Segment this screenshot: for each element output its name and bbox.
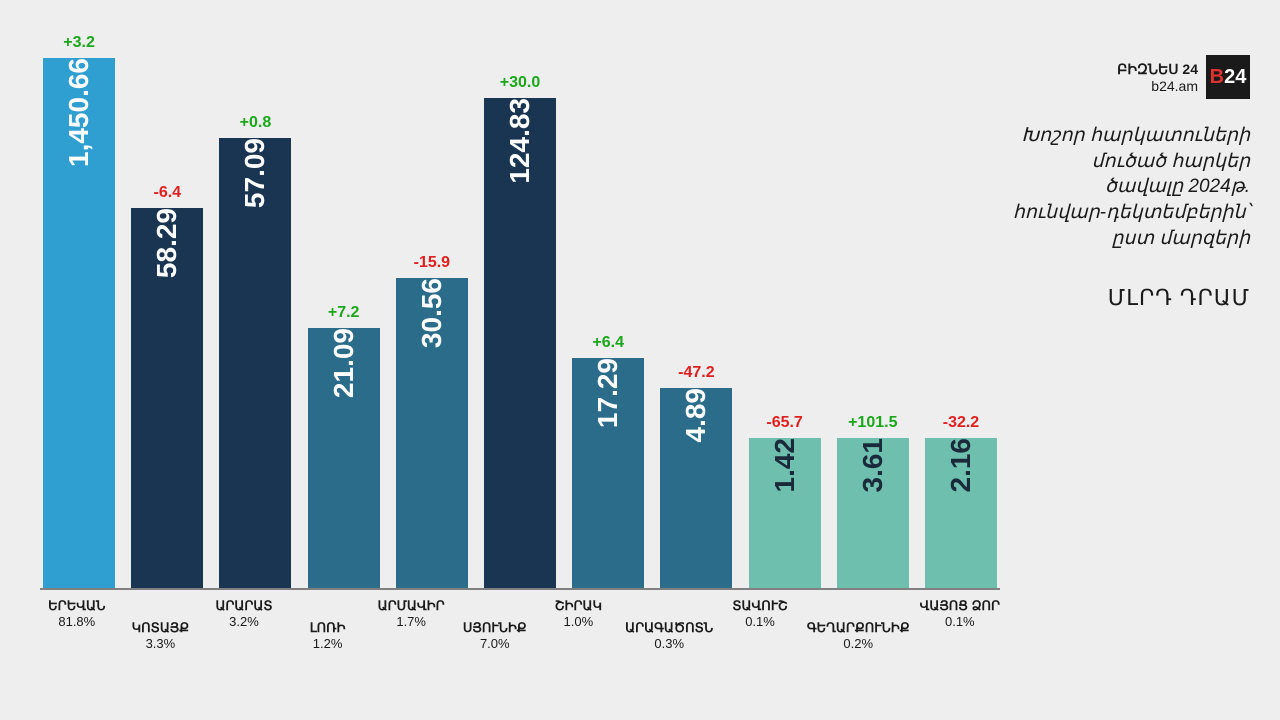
percent-label: 3.3% — [124, 636, 198, 651]
change-label: -32.2 — [943, 414, 979, 432]
bar-value: 3.61 — [857, 438, 889, 503]
brand-row: ԲԻԶՆԵՍ 24 b24.am B24 — [1010, 55, 1250, 99]
brand-text: ԲԻԶՆԵՍ 24 b24.am — [1117, 61, 1198, 94]
bar-column: +101.5 3.61 — [834, 414, 912, 588]
bar-column: +7.2 21.09 — [305, 304, 383, 588]
region-label: ԿՈՏԱՅՔ — [124, 620, 198, 636]
bar: 57.09 — [219, 138, 291, 588]
percent-label: 7.0% — [458, 636, 532, 651]
percent-label: 0.1% — [723, 614, 797, 629]
chart-title: Խոշոր հարկատուների մուծած հարկեր ծավալը … — [1010, 123, 1250, 251]
percent-label: 3.2% — [207, 614, 281, 629]
bar-value: 30.56 — [416, 278, 448, 358]
bar-column: +30.0 124.83 — [481, 74, 559, 588]
bar-column: -15.9 30.56 — [393, 254, 471, 588]
bar: 2.16 — [925, 438, 997, 588]
title-line-4: հունվար-դեկտեմբերին՝ — [1010, 200, 1250, 226]
bar-value: 2.16 — [945, 438, 977, 503]
chart-area: +3.2 1,450.66 -6.4 58.29 +0.8 57.09 +7.2 21.09 -… — [40, 30, 1000, 690]
label-column: ԱՐԱՐԱՏ3.2% — [207, 598, 281, 636]
region-label: ԱՐԱՐԱՏ — [207, 598, 281, 614]
change-label: +6.4 — [592, 334, 624, 352]
bar-value: 57.09 — [239, 138, 271, 218]
region-label: ՎԱՅՈՑ ՁՈՐ — [920, 598, 1001, 614]
label-column: ԿՈՏԱՅՔ3.3% — [124, 598, 198, 636]
region-label: ԵՐԵՎԱՆ — [40, 598, 114, 614]
region-label: ԼՈՌԻ — [291, 620, 365, 636]
change-label: +7.2 — [328, 304, 360, 322]
bar: 58.29 — [131, 208, 203, 588]
logo-letter-b: B — [1210, 66, 1224, 89]
change-label: +101.5 — [848, 414, 897, 432]
region-label: ՍՅՈՒՆԻՔ — [458, 620, 532, 636]
label-column: ՎԱՅՈՑ ՁՈՐ0.1% — [920, 598, 1001, 636]
label-column: ԳԵՂԱՐՔՈՒՆԻՔ0.2% — [807, 598, 910, 636]
label-column: ՇԻՐԱԿ1.0% — [542, 598, 616, 636]
bar: 3.61 — [837, 438, 909, 588]
title-line-2: մուծած հարկեր — [1010, 149, 1250, 175]
label-column: ԱՐՄԱՎԻՐ1.7% — [374, 598, 448, 636]
change-label: +30.0 — [500, 74, 540, 92]
bar-column: +3.2 1,450.66 — [40, 34, 118, 588]
title-line-1: Խոշոր հարկատուների — [1010, 123, 1250, 149]
label-column: ԱՐԱԳԱԾՈՏՆ0.3% — [625, 598, 713, 636]
bar: 1,450.66 — [43, 58, 115, 588]
bar: 21.09 — [308, 328, 380, 588]
bars-row: +3.2 1,450.66 -6.4 58.29 +0.8 57.09 +7.2 21.09 -… — [40, 30, 1000, 590]
unit-label: ՄԼՐԴ ԴՐԱՄ — [1010, 285, 1250, 311]
title-line-5: ըստ մարզերի — [1010, 226, 1250, 252]
bar: 124.83 — [484, 98, 556, 588]
bar-column: -6.4 58.29 — [128, 184, 206, 588]
region-label: ՏԱՎՈՒՇ — [723, 598, 797, 614]
bar-column: -32.2 2.16 — [922, 414, 1000, 588]
percent-label: 1.0% — [542, 614, 616, 629]
bar-column: +6.4 17.29 — [569, 334, 647, 588]
info-panel: ԲԻԶՆԵՍ 24 b24.am B24 Խոշոր հարկատուների … — [1010, 55, 1250, 311]
brand-logo: B24 — [1206, 55, 1250, 99]
labels-row: ԵՐԵՎԱՆ81.8%ԿՈՏԱՅՔ3.3%ԱՐԱՐԱՏ3.2%ԼՈՌԻ1.2%Ա… — [40, 598, 1000, 636]
logo-number-24: 24 — [1224, 66, 1246, 89]
title-line-3: ծավալը 2024թ. — [1010, 174, 1250, 200]
bar-value: 1.42 — [769, 438, 801, 503]
percent-label: 0.1% — [920, 614, 1001, 629]
bar-column: +0.8 57.09 — [216, 114, 294, 588]
label-column: ԵՐԵՎԱՆ81.8% — [40, 598, 114, 636]
bar-value: 4.89 — [680, 388, 712, 453]
bar-column: -65.7 1.42 — [746, 414, 824, 588]
bar-value: 17.29 — [592, 358, 624, 438]
percent-label: 0.3% — [625, 636, 713, 651]
region-label: ԳԵՂԱՐՔՈՒՆԻՔ — [807, 620, 910, 636]
brand-name: ԲԻԶՆԵՍ 24 — [1117, 61, 1198, 78]
bar-column: -47.2 4.89 — [657, 364, 735, 588]
percent-label: 0.2% — [807, 636, 910, 651]
region-label: ԱՐՄԱՎԻՐ — [374, 598, 448, 614]
bar-value: 58.29 — [151, 208, 183, 288]
bar-value: 21.09 — [328, 328, 360, 408]
change-label: -65.7 — [766, 414, 802, 432]
bar: 1.42 — [749, 438, 821, 588]
bar: 4.89 — [660, 388, 732, 588]
change-label: +0.8 — [240, 114, 272, 132]
change-label: +3.2 — [63, 34, 95, 52]
change-label: -47.2 — [678, 364, 714, 382]
bar: 30.56 — [396, 278, 468, 588]
percent-label: 1.2% — [291, 636, 365, 651]
bar-value: 1,450.66 — [63, 58, 95, 177]
bar-value: 124.83 — [504, 98, 536, 194]
percent-label: 81.8% — [40, 614, 114, 629]
bar: 17.29 — [572, 358, 644, 588]
brand-site: b24.am — [1117, 78, 1198, 94]
region-label: ՇԻՐԱԿ — [542, 598, 616, 614]
label-column: ՍՅՈՒՆԻՔ7.0% — [458, 598, 532, 636]
change-label: -15.9 — [414, 254, 450, 272]
label-column: ՏԱՎՈՒՇ0.1% — [723, 598, 797, 636]
change-label: -6.4 — [153, 184, 181, 202]
label-column: ԼՈՌԻ1.2% — [291, 598, 365, 636]
region-label: ԱՐԱԳԱԾՈՏՆ — [625, 620, 713, 636]
percent-label: 1.7% — [374, 614, 448, 629]
